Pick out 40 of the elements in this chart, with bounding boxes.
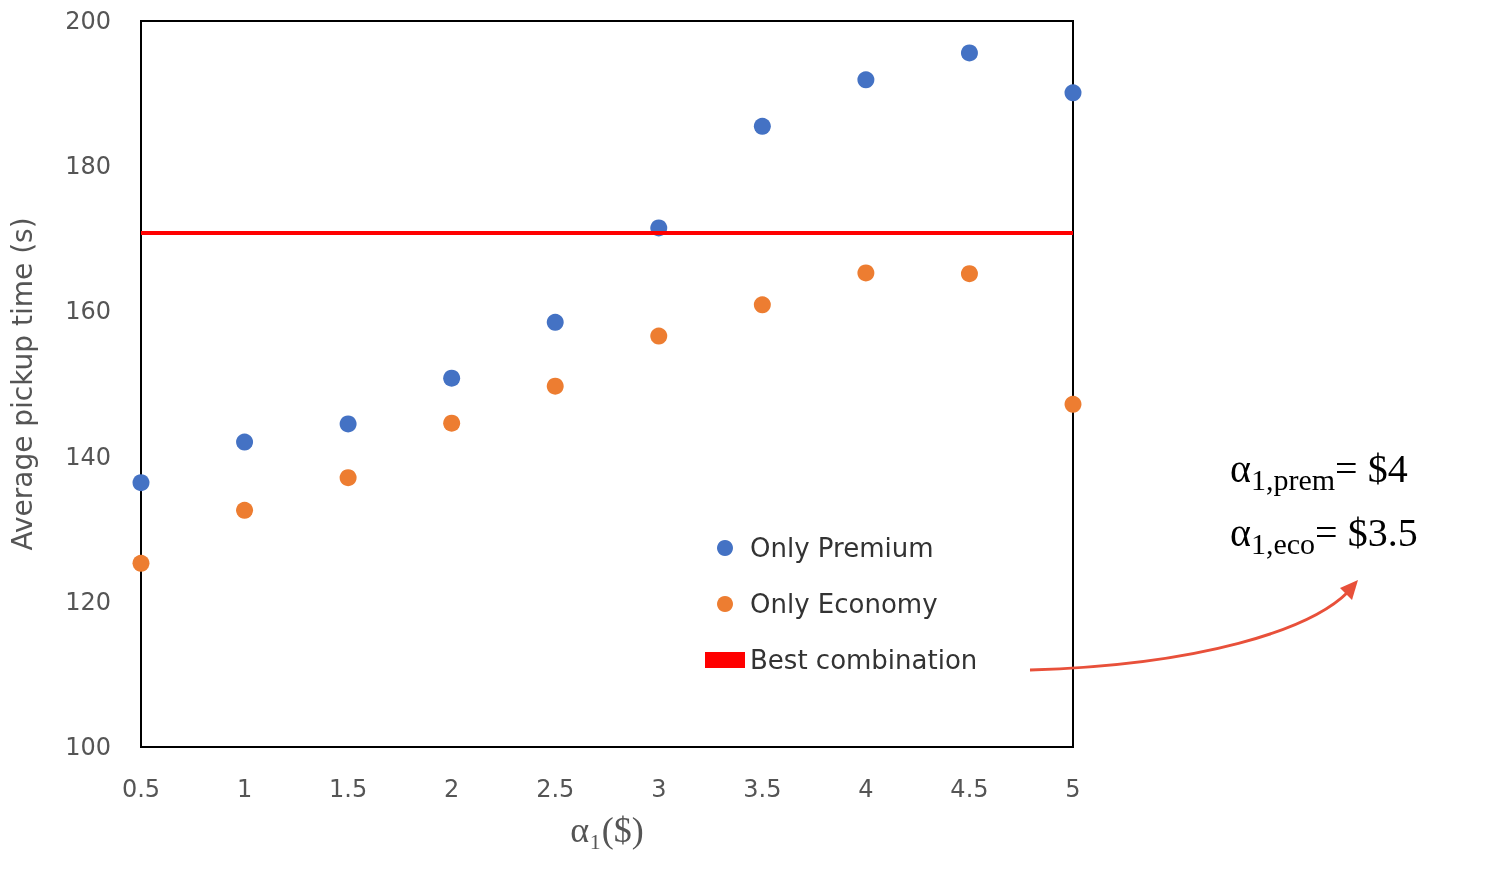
point xyxy=(1064,395,1082,413)
y-tick-label: 160 xyxy=(65,297,111,326)
point xyxy=(650,327,668,345)
x-tick-label: 5 xyxy=(1065,775,1081,803)
x-tick-label: 1.5 xyxy=(329,775,368,803)
point xyxy=(443,369,461,387)
x-tick-label: 2.5 xyxy=(536,775,575,803)
point xyxy=(443,414,461,432)
x-tick-label: 2 xyxy=(444,775,460,803)
point xyxy=(753,117,771,135)
point xyxy=(546,377,564,395)
x-tick-label: 1 xyxy=(236,775,253,803)
point xyxy=(236,501,254,519)
x-tick-label: 3 xyxy=(651,775,667,803)
x-axis-title: α₁($) xyxy=(570,810,644,850)
x-tick-label: 3.5 xyxy=(743,775,782,803)
point xyxy=(339,469,357,487)
point xyxy=(753,296,771,314)
y-axis-title: Average pickup time (s) xyxy=(5,217,39,551)
point xyxy=(857,71,875,89)
y-tick-label: 200 xyxy=(65,7,111,35)
legend-label: Only Premium xyxy=(750,533,934,563)
y-tick-label: 140 xyxy=(65,442,111,471)
point xyxy=(857,264,875,282)
x-tick-label: 4.5 xyxy=(950,775,989,803)
point xyxy=(132,554,150,572)
point xyxy=(1064,84,1082,102)
legend-label: Best combination xyxy=(750,645,978,675)
x-tick-label: 0.5 xyxy=(121,775,161,803)
point xyxy=(546,313,564,331)
point xyxy=(339,415,357,433)
x-tick-label: 4 xyxy=(858,775,874,803)
y-tick-label: 100 xyxy=(65,733,111,761)
y-tick-label: 180 xyxy=(65,152,111,181)
point xyxy=(236,433,254,451)
point xyxy=(960,265,978,283)
legend-label: Only Economy xyxy=(750,589,938,619)
y-tick-label: 120 xyxy=(65,587,111,616)
point xyxy=(960,44,978,62)
point xyxy=(132,474,150,492)
